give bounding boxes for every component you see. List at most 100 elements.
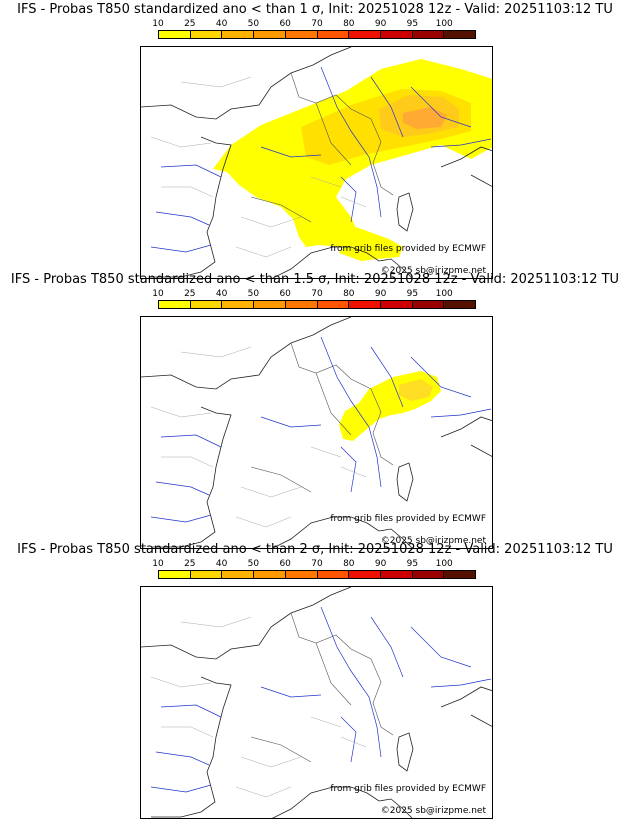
- colorbar-tick-label: 10: [152, 559, 164, 569]
- map-graphic: [141, 317, 492, 548]
- colorbar-segment: [412, 31, 445, 38]
- colorbar-tick-label: 10: [152, 289, 164, 299]
- colorbar-tick-label: 80: [343, 19, 355, 29]
- colorbar-segment: [317, 31, 350, 38]
- colorbar-segment: [317, 301, 350, 308]
- colorbar-tick-label: 60: [279, 19, 291, 29]
- map-panel-1-5sigma: IFS - Probas T850 standardized ano < tha…: [0, 272, 630, 549]
- prob-area-gold: [399, 379, 433, 401]
- colorbar-segment: [190, 301, 223, 308]
- prob-area-yellow-south: [339, 227, 403, 261]
- coastline-west: [151, 406, 232, 548]
- colorbar-segment: [285, 31, 318, 38]
- colorbar-tick-label: 90: [374, 289, 387, 299]
- border-lines: [250, 612, 394, 763]
- map-panel-1sigma: IFS - Probas T850 standardized ano < tha…: [0, 2, 630, 279]
- map-graphic: [141, 587, 492, 818]
- colorbar-tick-label: 100: [435, 19, 453, 29]
- colorbar-tick-label: 50: [247, 289, 260, 299]
- colorbar-segment: [254, 301, 286, 308]
- copyright: ©2025 sb@irizpme.net: [380, 806, 486, 816]
- colorbar-tick-label: 70: [311, 289, 323, 299]
- colorbar-segment: [222, 301, 255, 308]
- corsica: [396, 192, 414, 232]
- panel-title: IFS - Probas T850 standardized ano < tha…: [17, 542, 613, 557]
- colorbar-segment: [349, 571, 381, 578]
- map-panel-2sigma: IFS - Probas T850 standardized ano < tha…: [0, 542, 630, 819]
- colorbar: [158, 570, 476, 579]
- colorbar-segment: [380, 301, 413, 308]
- colorbar-ticks: 10 25 40 50 60 70 80 90 95 100: [152, 289, 476, 299]
- colorbar-tick-label: 10: [152, 19, 164, 29]
- map-graphic: [141, 47, 492, 278]
- colorbar-segment: [349, 301, 381, 308]
- data-credit: from grib files provided by ECMWF: [330, 784, 486, 794]
- rivers: [150, 66, 492, 253]
- colorbar-segment: [349, 31, 381, 38]
- colorbar-tick-label: 25: [184, 19, 196, 29]
- coastline-italy: [440, 686, 492, 727]
- coastline: [141, 587, 352, 660]
- colorbar-segment: [412, 571, 445, 578]
- colorbar-tick-label: 40: [215, 559, 228, 569]
- colorbar-segment: [285, 301, 318, 308]
- colorbar-tick-label: 100: [435, 559, 453, 569]
- coastline-west: [151, 136, 232, 278]
- colorbar-segment: [254, 571, 286, 578]
- admin-boundaries: [150, 76, 367, 258]
- colorbar-tick-label: 60: [279, 559, 291, 569]
- probability-map: from grib files provided by ECMWF ©2025 …: [140, 586, 493, 819]
- rivers: [150, 606, 492, 793]
- colorbar-tick-label: 50: [247, 19, 260, 29]
- copyright: ©2025 sb@irizpme.net: [380, 536, 486, 546]
- probability-map: from grib files provided by ECMWF ©2025 …: [140, 46, 493, 279]
- colorbar-tick-label: 40: [215, 19, 228, 29]
- colorbar-segment: [254, 31, 286, 38]
- colorbar: [158, 30, 476, 39]
- coastline-italy: [440, 146, 492, 187]
- colorbar-segment: [222, 31, 255, 38]
- data-credit: from grib files provided by ECMWF: [330, 244, 486, 254]
- coastline: [141, 317, 352, 390]
- rivers: [150, 336, 492, 523]
- colorbar-tick-label: 50: [247, 559, 260, 569]
- panel-title: IFS - Probas T850 standardized ano < tha…: [10, 272, 620, 287]
- colorbar-tick-label: 70: [311, 559, 323, 569]
- colorbar-tick-label: 80: [343, 289, 355, 299]
- colorbar-segment: [159, 31, 191, 38]
- corsica: [396, 732, 414, 772]
- colorbar-segment: [380, 571, 413, 578]
- colorbar-ticks: 10 25 40 50 60 70 80 90 95 100: [152, 19, 476, 29]
- colorbar-tick-label: 95: [406, 559, 419, 569]
- colorbar-tick-label: 40: [215, 289, 228, 299]
- coastline-south: [272, 516, 413, 548]
- coastline-west: [151, 676, 232, 818]
- colorbar-segment: [159, 301, 191, 308]
- colorbar-tick-label: 100: [435, 289, 453, 299]
- border-lines: [250, 342, 394, 493]
- colorbar-segment: [444, 571, 476, 578]
- colorbar-tick-label: 25: [184, 559, 196, 569]
- border-lines: [250, 72, 394, 223]
- colorbar-tick-label: 95: [406, 289, 419, 299]
- coastline-south: [272, 246, 413, 278]
- data-credit: from grib files provided by ECMWF: [330, 514, 486, 524]
- colorbar-segment: [444, 301, 476, 308]
- colorbar-tick-label: 70: [311, 19, 323, 29]
- colorbar-segment: [222, 571, 255, 578]
- colorbar-segment: [317, 571, 350, 578]
- colorbar-segment: [190, 571, 223, 578]
- corsica: [396, 462, 414, 502]
- colorbar-segment: [190, 31, 223, 38]
- colorbar-segment: [285, 571, 318, 578]
- colorbar-tick-label: 90: [374, 19, 387, 29]
- colorbar-segment: [412, 301, 445, 308]
- colorbar-segment: [380, 31, 413, 38]
- colorbar-segment: [444, 31, 476, 38]
- probability-map: from grib files provided by ECMWF ©2025 …: [140, 316, 493, 549]
- colorbar-tick-label: 95: [406, 19, 419, 29]
- admin-boundaries: [150, 616, 367, 798]
- colorbar-tick-label: 60: [279, 289, 291, 299]
- colorbar-tick-label: 90: [374, 559, 387, 569]
- colorbar-tick-label: 25: [184, 289, 196, 299]
